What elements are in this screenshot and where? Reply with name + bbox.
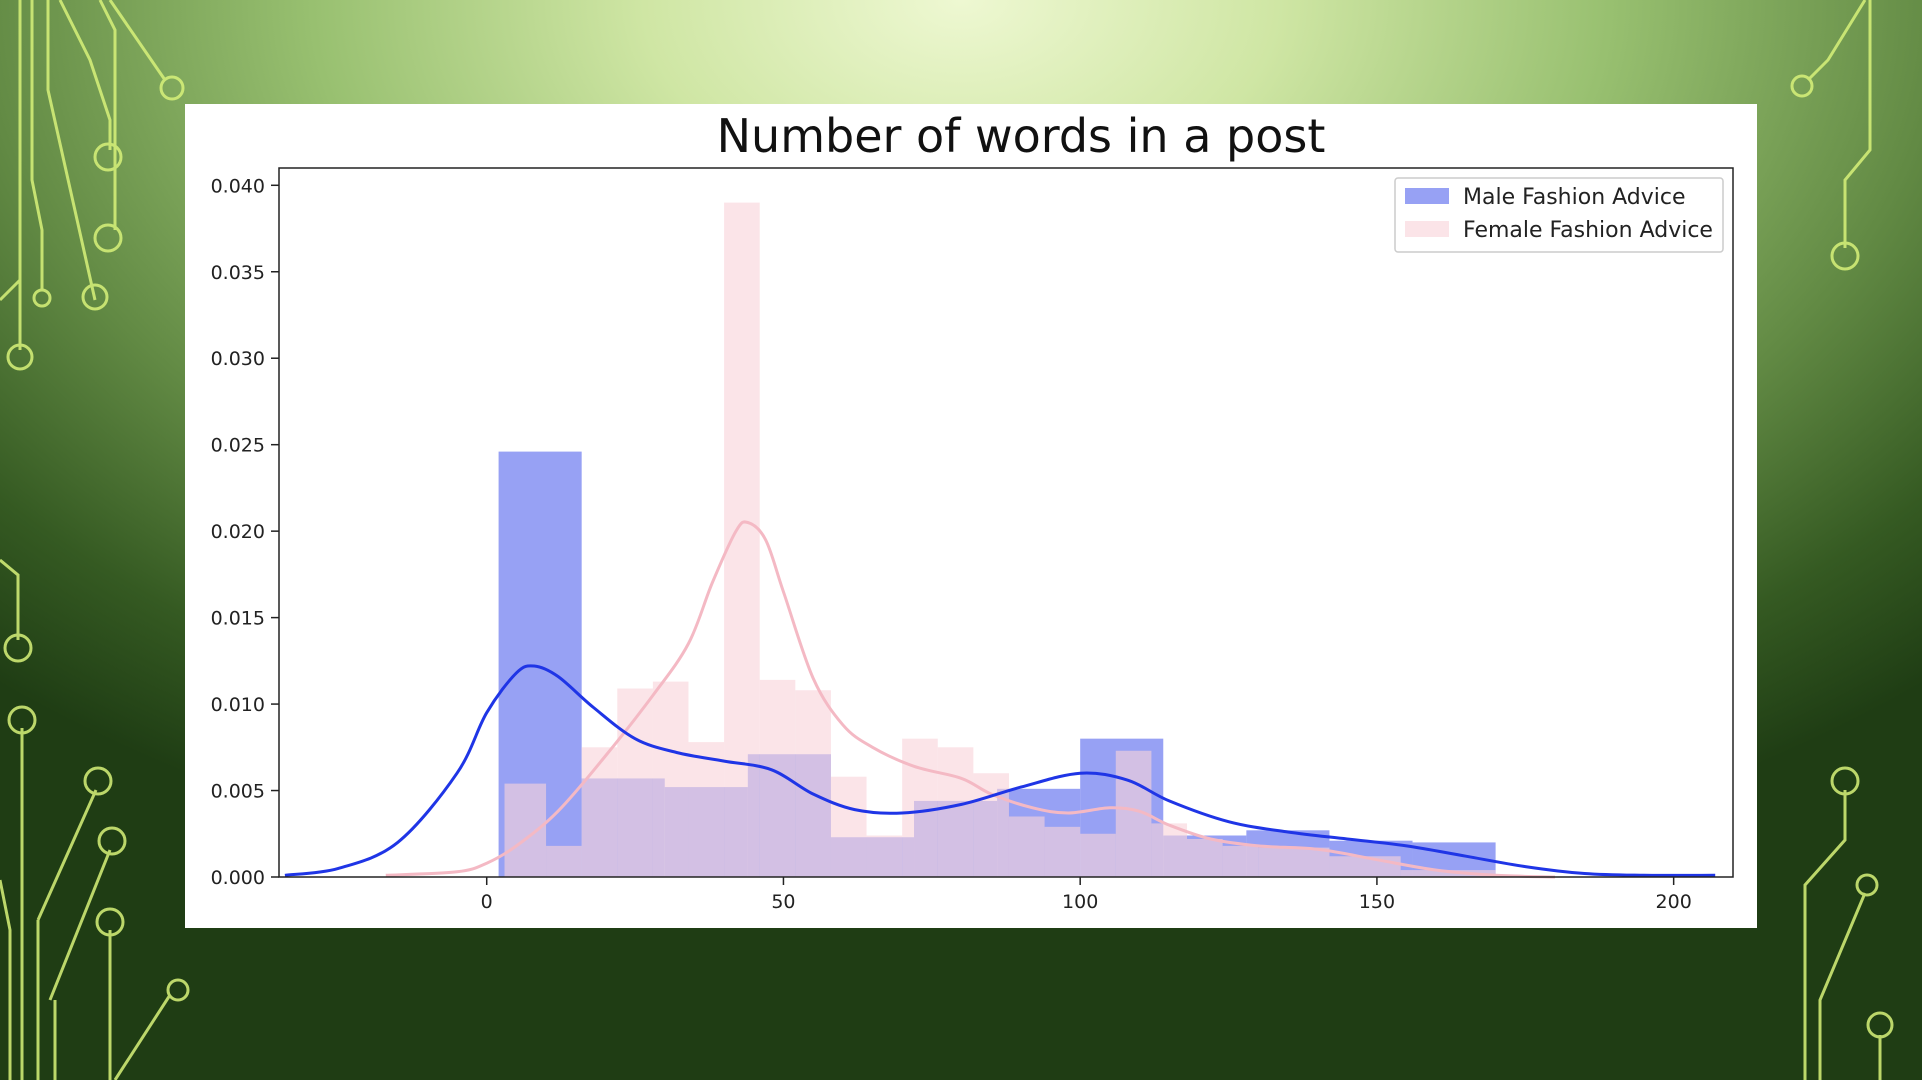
female-bars [504,202,1496,878]
x-tick-label-2: 100 [1062,891,1098,913]
female-bar-4 [652,681,689,877]
female-bar-5 [688,742,725,877]
x-tick-label-0: 0 [481,891,493,913]
chart-title: Number of words in a post [717,109,1326,163]
female-bar-19 [1187,838,1223,877]
female-bar-15 [1044,826,1081,877]
y-tick-label-4: 0.020 [211,521,265,543]
female-bar-21 [1258,847,1330,877]
y-tick-label-2: 0.010 [211,694,265,716]
female-bar-16 [1080,833,1116,877]
kde-lines [284,520,1716,879]
female-bar-8 [795,690,831,877]
female-bar-2 [581,747,618,877]
legend-label-female: Female Fashion Advice [1463,218,1713,243]
y-tick-label-0: 0.000 [211,867,265,889]
x-tick-label-4: 200 [1656,891,1692,913]
female-bar-13 [973,773,1009,877]
female-bar-6 [724,202,760,878]
y-axis: 0.000 0.005 0.010 0.015 0.020 0.025 0.030 0.035… [211,175,279,889]
female-bar-0 [504,783,547,877]
y-tick-label-7: 0.035 [211,262,265,284]
y-tick-label-3: 0.015 [211,608,265,630]
y-tick-label-8: 0.040 [211,175,265,197]
female-bar-10 [866,835,903,877]
x-tick-label-1: 50 [771,891,795,913]
female-bar-9 [830,776,867,877]
legend: Male Fashion Advice Female Fashion Advic… [1394,177,1724,253]
legend-box [1394,177,1724,253]
y-tick-label-1: 0.005 [211,781,265,803]
female-bar-1 [546,845,582,877]
male-kde-line [284,664,1716,877]
y-tick-label-5: 0.025 [211,435,265,457]
x-tick-label-3: 150 [1359,891,1395,913]
female-bar-14 [1008,816,1045,877]
female-kde-line [385,520,1556,879]
female-bar-11 [902,738,938,877]
female-bar-22 [1329,856,1401,877]
female-bar-18 [1151,823,1188,877]
chart-svg: Number of words in a post 0.000 0.005 0.01… [211,109,1734,913]
x-axis: 0 50 100 150 200 [481,877,1692,913]
legend-swatch-female [1405,221,1449,237]
legend-swatch-male [1405,188,1449,204]
female-bar-23 [1400,870,1496,877]
chart-card: Number of words in a post 0.000 0.005 0.01… [185,104,1757,928]
legend-label-male: Male Fashion Advice [1463,185,1686,210]
plot-frame [278,167,1734,878]
female-bar-12 [937,747,974,877]
female-bar-20 [1222,845,1259,877]
y-tick-label-6: 0.030 [211,348,265,370]
